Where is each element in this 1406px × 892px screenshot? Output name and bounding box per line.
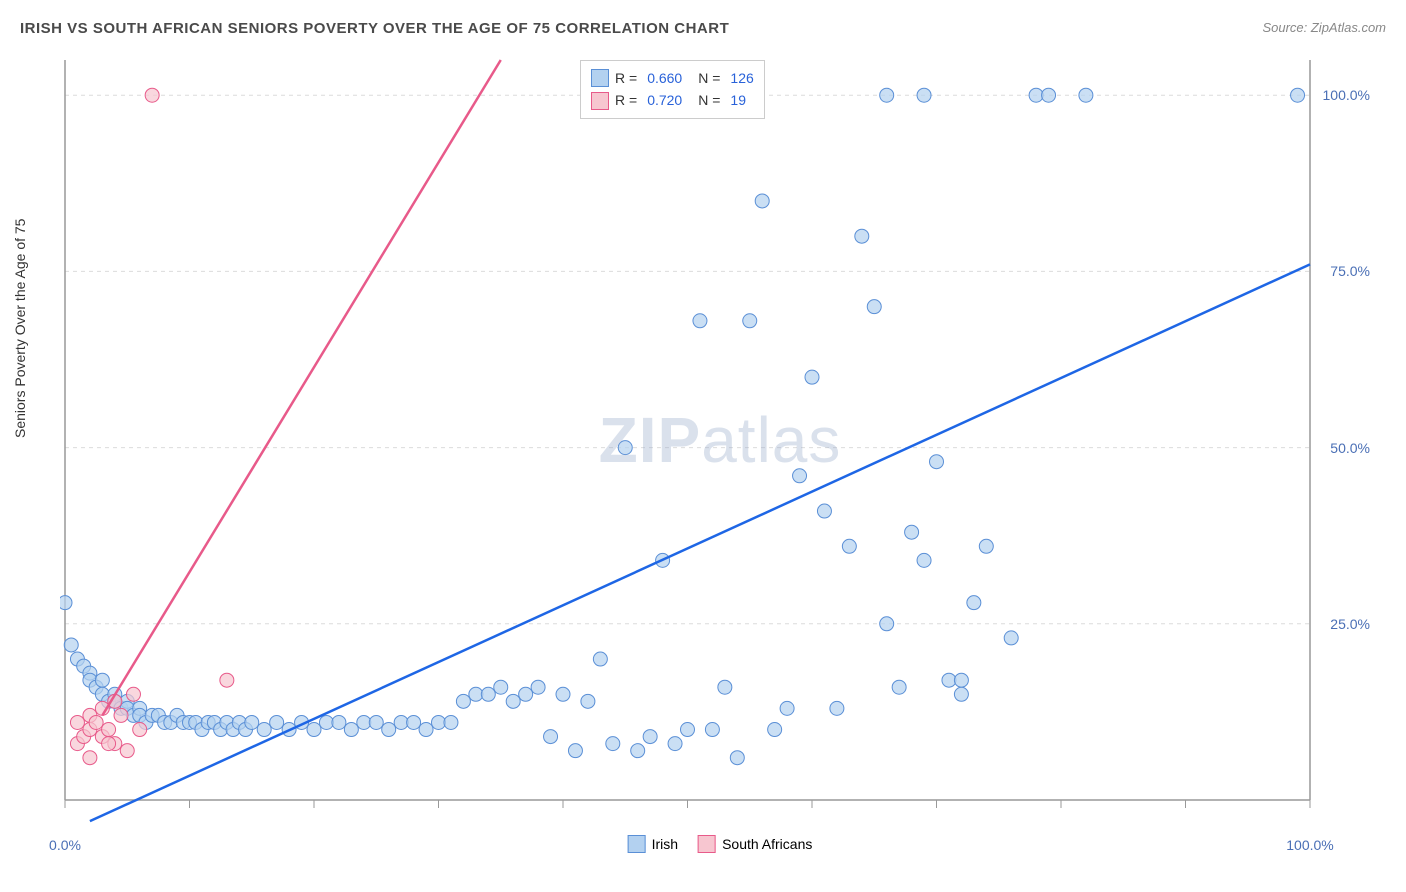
- legend-row: R = 0.720 N = 19: [591, 89, 754, 111]
- chart-area: ZIPatlas R =0.660 N =126 R =0.720 N =19 …: [60, 55, 1380, 825]
- y-axis-label: Seniors Poverty Over the Age of 75: [12, 219, 28, 438]
- scatter-plot: [60, 55, 1380, 825]
- legend-r-value: 0.720: [647, 89, 682, 111]
- legend-r-label: R =: [615, 89, 637, 111]
- legend-swatch: [591, 92, 609, 110]
- chart-title: IRISH VS SOUTH AFRICAN SENIORS POVERTY O…: [20, 20, 729, 37]
- y-tick-label: 25.0%: [1330, 616, 1370, 632]
- legend-swatch: [591, 69, 609, 87]
- series-legend-item: Irish: [628, 835, 678, 853]
- legend-n-label: N =: [698, 67, 720, 89]
- legend-n-value: 19: [730, 89, 746, 111]
- legend-r-label: R =: [615, 67, 637, 89]
- legend-n-label: N =: [698, 89, 720, 111]
- y-tick-label: 75.0%: [1330, 263, 1370, 279]
- x-tick-label: 0.0%: [49, 837, 81, 853]
- legend-n-value: 126: [730, 67, 753, 89]
- y-tick-label: 100.0%: [1323, 87, 1370, 103]
- source-label: Source: ZipAtlas.com: [1262, 20, 1386, 35]
- series-legend-label: South Africans: [722, 836, 812, 852]
- series-legend-item: South Africans: [698, 835, 812, 853]
- series-legend: Irish South Africans: [628, 835, 813, 853]
- legend-row: R = 0.660 N = 126: [591, 67, 754, 89]
- legend-swatch: [698, 835, 716, 853]
- legend-swatch: [628, 835, 646, 853]
- series-legend-label: Irish: [652, 836, 678, 852]
- y-tick-label: 50.0%: [1330, 440, 1370, 456]
- correlation-legend: R = 0.660 N = 126 R = 0.720 N = 19: [580, 60, 765, 119]
- x-tick-label: 100.0%: [1286, 837, 1333, 853]
- legend-r-value: 0.660: [647, 67, 682, 89]
